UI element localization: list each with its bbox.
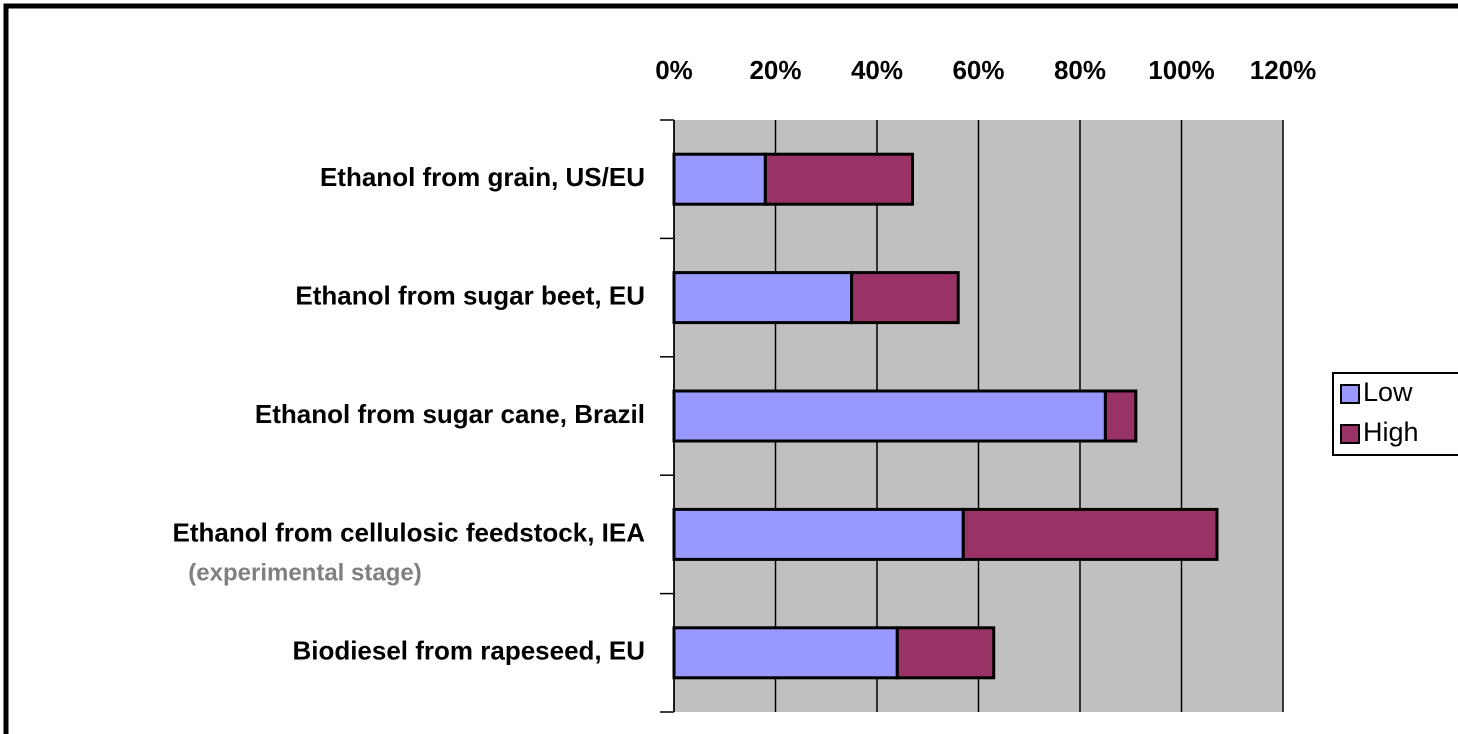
bar-segment [672, 271, 854, 325]
frame [3, 3, 1458, 734]
bar-segment [672, 389, 1107, 443]
legend-swatch [1340, 424, 1360, 444]
category-label: Ethanol from sugar beet, EU [295, 280, 645, 310]
legend-label: Low [1363, 377, 1413, 407]
legend-label: High [1363, 417, 1419, 447]
bar-segment [895, 626, 996, 680]
x-tick-label: 120% [1250, 55, 1317, 85]
category-label: Ethanol from sugar cane, Brazil [255, 399, 645, 429]
bar-segment [763, 152, 915, 206]
category-label: Biodiesel from rapeseed, EU [292, 636, 645, 666]
x-tick-label: 0% [655, 55, 693, 85]
bar-segment [672, 507, 965, 561]
bar-segment [850, 271, 960, 325]
category-label: Ethanol from cellulosic feedstock, IEA [173, 517, 646, 547]
category-label: Ethanol from grain, US/EU [320, 162, 645, 192]
legend-swatch [1340, 384, 1360, 404]
x-tick-label: 40% [851, 55, 903, 85]
x-tick-label: 100% [1148, 55, 1215, 85]
x-tick-label: 60% [952, 55, 1004, 85]
x-tick-label: 80% [1054, 55, 1106, 85]
annotation: (experimental stage) [188, 560, 421, 587]
bar-segment [672, 626, 899, 680]
bar-segment [672, 152, 767, 206]
x-tick-label: 20% [749, 55, 801, 85]
bar-segment [1103, 389, 1138, 443]
bar-segment [961, 507, 1219, 561]
